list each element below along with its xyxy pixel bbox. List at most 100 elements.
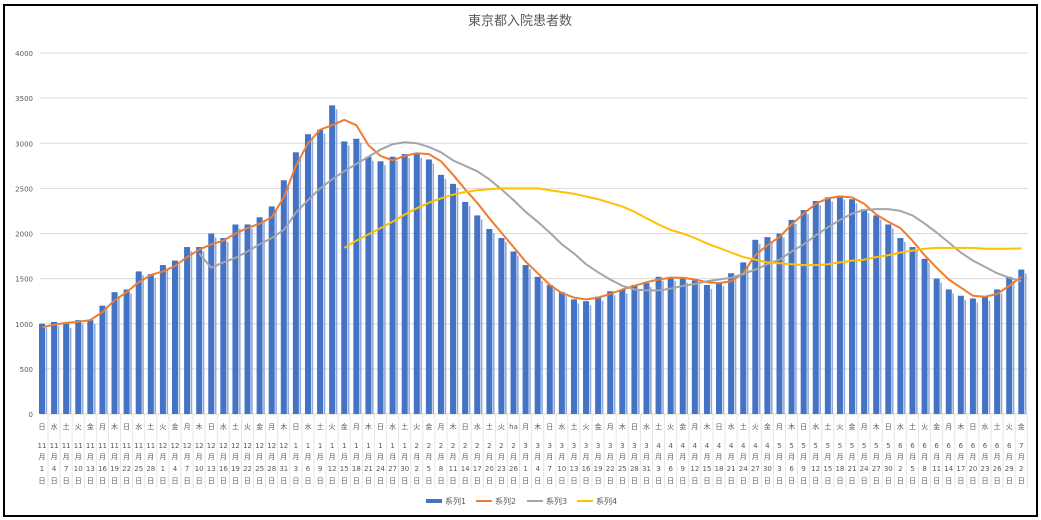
x-day-suffix: 日: [909, 477, 916, 485]
x-day-label: 22: [122, 465, 131, 473]
x-month-suffix: 月: [159, 453, 166, 461]
x-day-suffix: 日: [147, 477, 154, 485]
x-month-suffix: 月: [812, 453, 819, 461]
bar-series1-stripe: [722, 286, 725, 414]
bar-series1-stripe: [335, 109, 338, 414]
bar-series1-stripe: [480, 219, 483, 414]
x-month-suffix: 月: [292, 453, 299, 461]
x-month-suffix: 月: [619, 453, 626, 461]
bar-series1-stripe: [154, 278, 157, 414]
x-day-suffix: 日: [897, 477, 904, 485]
x-day-label: 28: [267, 465, 276, 473]
x-weekday-label: 土: [63, 422, 70, 431]
x-day-label: 30: [884, 465, 893, 473]
x-day-suffix: 日: [873, 477, 880, 485]
x-month-suffix: 月: [643, 453, 650, 461]
x-day-label: 10: [557, 465, 566, 473]
bar-series1: [873, 215, 880, 414]
x-month-label: 6: [910, 442, 915, 450]
x-weekday-label: 金: [1018, 422, 1025, 431]
x-day-suffix: 日: [631, 477, 638, 485]
x-month-label: 11: [134, 442, 143, 450]
x-day-label: 3: [294, 465, 298, 473]
x-month-label: 6: [922, 442, 927, 450]
bar-series1: [510, 251, 517, 414]
x-month-label: 1: [294, 442, 298, 450]
bar-series1-stripe: [795, 223, 797, 414]
bar-series1-stripe: [734, 277, 737, 414]
bar-series1: [389, 156, 396, 414]
x-day-suffix: 日: [159, 477, 166, 485]
x-weekday-label: 火: [583, 423, 590, 431]
x-day-label: 30: [400, 465, 409, 473]
x-month-label: 12: [158, 442, 167, 450]
bar-series1: [256, 217, 263, 414]
x-month-suffix: 月: [437, 453, 444, 461]
x-month-label: 12: [255, 442, 264, 450]
x-day-label: 28: [630, 465, 639, 473]
x-weekday-label: 木: [365, 422, 372, 431]
x-day-label: 9: [681, 465, 685, 473]
x-weekday-label: 土: [740, 422, 747, 431]
x-day-label: 23: [981, 465, 990, 473]
x-day-suffix: 日: [389, 477, 396, 485]
x-day-label: 5: [910, 465, 914, 473]
bar-series1-stripe: [565, 296, 568, 414]
x-month-label: 11: [86, 442, 95, 450]
bar-series1: [957, 295, 964, 414]
x-month-label: 5: [886, 442, 890, 450]
x-month-label: 3: [560, 442, 564, 450]
x-month-suffix: 月: [304, 453, 311, 461]
x-weekday-label: 土: [570, 422, 577, 431]
bar-series1-stripe: [456, 187, 459, 414]
x-month-suffix: 月: [99, 453, 106, 461]
bar-series1-stripe: [505, 242, 507, 414]
x-month-suffix: 月: [824, 453, 831, 461]
x-day-label: 31: [279, 465, 288, 473]
bar-series1-stripe: [650, 287, 652, 414]
x-day-label: 2: [1019, 465, 1023, 473]
x-day-suffix: 日: [643, 477, 650, 485]
x-month-label: 3: [632, 442, 636, 450]
x-day-suffix: 日: [740, 477, 747, 485]
bar-series1-stripe: [517, 255, 519, 414]
bar-series1-stripe: [988, 300, 991, 414]
x-month-suffix: 月: [111, 453, 118, 461]
x-weekday-label: 月: [861, 423, 868, 431]
bar-series1-stripe: [372, 160, 374, 414]
x-weekday-label: 土: [401, 422, 408, 431]
x-month-label: 3: [620, 442, 624, 450]
x-weekday-label: 金: [679, 422, 686, 431]
x-day-label: 10: [74, 465, 83, 473]
x-month-suffix: 月: [716, 453, 723, 461]
x-day-suffix: 日: [39, 477, 46, 485]
bar-series1-stripe: [553, 288, 555, 414]
x-day-suffix: 日: [703, 477, 710, 485]
x-month-suffix: 月: [728, 453, 735, 461]
x-day-label: 14: [944, 465, 953, 473]
x-weekday-label: 火: [921, 423, 928, 431]
bar-series1: [317, 129, 324, 414]
x-month-suffix: 月: [691, 453, 698, 461]
x-day-label: 19: [594, 465, 603, 473]
bar-series1: [51, 321, 58, 414]
x-weekday-label: 日: [377, 423, 384, 431]
x-weekday-label: 月: [607, 423, 614, 431]
bar-series1-stripe: [202, 251, 205, 414]
bar-series1: [752, 239, 759, 414]
x-day-label: 11: [932, 465, 941, 473]
bar-series1-stripe: [843, 199, 846, 414]
x-day-suffix: 日: [341, 477, 348, 485]
x-day-suffix: 日: [304, 477, 311, 485]
x-day-suffix: 日: [184, 477, 191, 485]
x-day-suffix: 日: [196, 477, 203, 485]
x-month-suffix: 月: [994, 453, 1001, 461]
x-day-label: 6: [789, 465, 794, 473]
x-weekday-label: 水: [220, 422, 227, 431]
bar-series1: [570, 299, 577, 414]
bar-series1-stripe: [251, 228, 253, 414]
x-weekday-label: 土: [994, 422, 1001, 431]
bar-series1: [450, 183, 457, 414]
x-weekday-label: 水: [51, 422, 58, 431]
x-day-label: 24: [860, 465, 869, 473]
